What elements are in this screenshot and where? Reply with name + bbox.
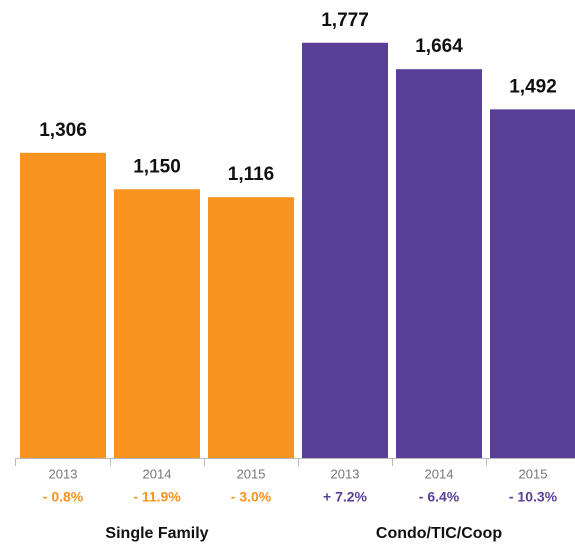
value-label: 1,116 [228,164,275,185]
group-label: Single Family [105,525,208,542]
value-label: 1,664 [415,36,463,57]
value-label: 1,306 [39,120,87,141]
value-label: 1,777 [321,10,369,31]
group-label: Condo/TIC/Coop [376,525,502,542]
x-tick-label: 2014 [425,466,454,481]
x-tick-label: 2015 [237,466,266,481]
bar [490,109,575,458]
change-label: + 7.2% [323,489,368,505]
bar [396,69,482,458]
value-label: 1,492 [509,76,557,97]
value-label: 1,150 [133,156,181,177]
bar [208,197,294,459]
change-label: - 0.8% [43,489,84,505]
bar [114,189,200,458]
x-tick-label: 2013 [49,466,78,481]
x-tick-label: 2015 [519,466,548,481]
x-tick-label: 2013 [331,466,360,481]
bar [302,42,388,459]
change-label: - 3.0% [231,489,272,505]
change-label: - 10.3% [509,489,558,505]
change-label: - 11.9% [133,489,181,505]
x-tick-label: 2014 [143,466,172,481]
bar [20,152,106,458]
change-label: - 6.4% [419,489,460,505]
